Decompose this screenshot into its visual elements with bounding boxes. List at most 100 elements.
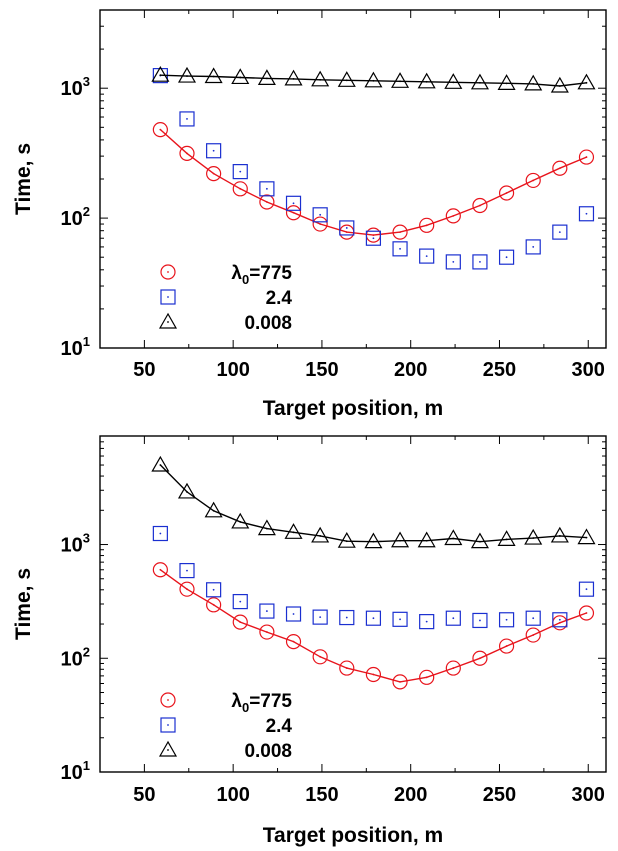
data-point-shape (231, 68, 250, 85)
data-point-dot (265, 187, 268, 190)
data-point-shape (311, 526, 330, 543)
data-point (419, 669, 435, 685)
data-point-shape (259, 603, 275, 619)
data-point (472, 612, 488, 629)
legend-series-name: =775 (249, 691, 292, 712)
data-point-shape (285, 606, 302, 622)
data-point-dot (212, 603, 215, 606)
data-point-shape (312, 216, 328, 232)
data-point-shape (578, 581, 595, 597)
data-point-dot (425, 620, 428, 623)
legend-marker-dot (167, 724, 169, 726)
data-point-dot (239, 187, 242, 190)
legend-lambda: λ (231, 691, 242, 712)
data-point-shape (339, 660, 355, 676)
data-point-dot (265, 631, 268, 633)
data-point-dot (212, 509, 215, 512)
data-point-dot (239, 170, 242, 173)
data-point (417, 72, 436, 89)
data-point-dot (239, 76, 242, 79)
data-point-dot (532, 617, 535, 620)
data-point-shape (445, 660, 461, 676)
y-tick-label: 102 (61, 644, 90, 670)
data-point (365, 666, 382, 683)
data-point-dot (585, 212, 588, 215)
data-point-shape (257, 519, 276, 536)
y-tick-label: 103 (61, 74, 90, 100)
data-point-dot (319, 535, 322, 537)
data-point (151, 65, 170, 82)
data-point-shape (177, 66, 197, 83)
data-point-dot (265, 610, 268, 612)
data-point-shape (392, 611, 408, 627)
data-point (206, 166, 222, 182)
x-tick-label: 300 (572, 359, 605, 381)
data-point-shape (419, 217, 435, 233)
data-point-shape (285, 195, 302, 211)
y-tick-base: 10 (61, 535, 83, 557)
data-point (392, 674, 408, 690)
data-point-shape (472, 254, 488, 270)
y-tick-base: 10 (61, 648, 83, 670)
data-point (472, 254, 488, 270)
data-point (524, 74, 543, 91)
data-point-shape (525, 627, 541, 643)
data-point-dot (425, 255, 428, 257)
data-point (444, 529, 463, 546)
legend-marker-dot (167, 699, 169, 701)
data-point-dot (292, 531, 295, 534)
data-point (311, 70, 330, 87)
data-point (578, 206, 595, 222)
data-point (577, 528, 596, 545)
data-point-shape (419, 614, 435, 630)
data-point-shape (365, 610, 382, 626)
data-point (419, 217, 435, 233)
data-point-shape (285, 205, 302, 221)
data-point-dot (212, 75, 215, 78)
data-point (392, 241, 408, 257)
data-point (177, 482, 197, 499)
data-point-dot (319, 616, 322, 619)
legend-marker (160, 289, 176, 305)
data-point-dot (319, 213, 322, 216)
data-point (525, 627, 541, 643)
legend-label: λ0=775 (231, 691, 292, 715)
data-point-dot (345, 231, 348, 234)
data-point-shape (257, 69, 276, 85)
data-point-shape (179, 581, 195, 597)
data-point-shape (417, 72, 436, 89)
data-point (552, 612, 568, 628)
data-point-dot (425, 676, 428, 679)
data-point-dot (399, 80, 401, 83)
data-point-shape (550, 526, 569, 543)
data-point-dot (212, 172, 215, 175)
legend-marker-dot (167, 271, 169, 273)
data-point-shape (525, 172, 541, 189)
data-point-shape (392, 224, 408, 240)
legend-lambda: λ (231, 263, 242, 284)
x-tick-label: 50 (133, 784, 155, 806)
data-point-shape (339, 220, 355, 236)
plot-frame (99, 435, 607, 773)
data-point (177, 66, 197, 83)
data-point-dot (425, 80, 428, 83)
data-point-dot (372, 79, 375, 82)
x-tick-label: 300 (572, 784, 605, 806)
data-point-shape (259, 194, 275, 210)
data-point (259, 603, 275, 619)
y-tick-base: 10 (61, 762, 83, 784)
data-point (206, 597, 222, 613)
series-square (152, 68, 595, 270)
data-point-shape (417, 531, 436, 548)
y-axis-label: Time, s (12, 568, 35, 640)
plot-frame (99, 9, 607, 349)
data-point-shape (498, 612, 515, 628)
legend-marker-shape (160, 289, 176, 305)
data-point-shape (444, 73, 463, 89)
data-point-dot (532, 246, 535, 248)
data-point (470, 73, 489, 90)
series-triangle (151, 65, 596, 93)
legend-marker (160, 692, 176, 708)
